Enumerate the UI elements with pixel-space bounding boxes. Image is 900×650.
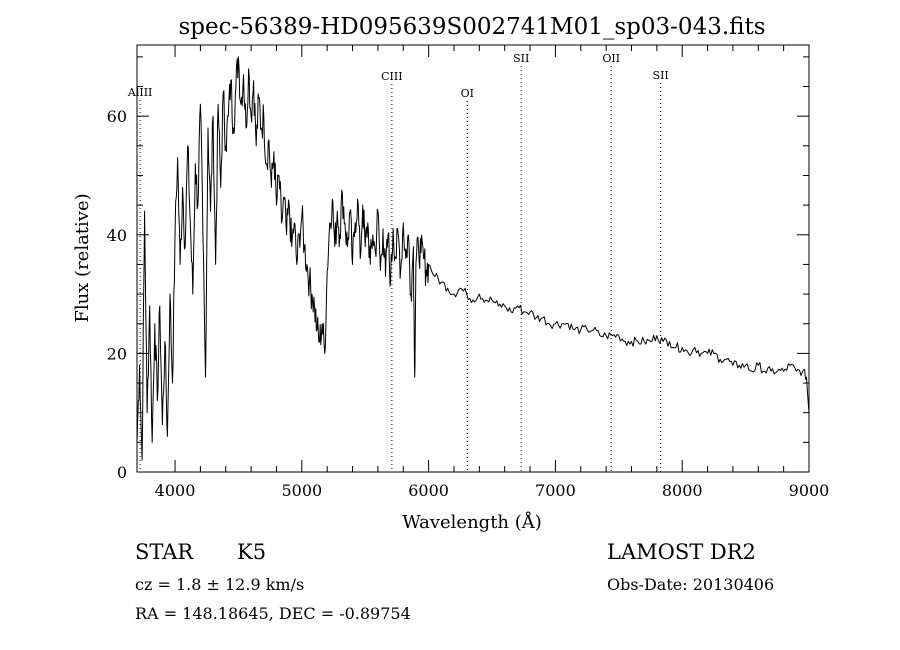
spectral-line-label: OII [602,52,620,65]
y-tick-label: 0 [117,463,127,482]
plot-area: AlIII CIII OI SII OII SII 4000 5000 6000 7000 800… [107,44,830,500]
obs-date-text: Obs-Date: 20130406 [607,575,774,594]
chart-title: spec-56389-HD095639S002741M01_sp03-043.f… [178,14,765,40]
spectral-line-label: SII [513,52,529,65]
x-tick-label: 8000 [662,481,703,500]
x-tick-label: 6000 [408,481,449,500]
line-markers: AlIII CIII OI SII OII SII [127,52,669,472]
class-label: STAR [135,540,194,564]
x-axis-label: Wavelength (Å) [402,511,542,533]
survey-label: LAMOST DR2 [607,540,756,564]
spectral-line-label: OI [461,87,474,100]
coordinates-text: RA = 148.18645, DEC = -0.89754 [135,604,411,623]
redshift-text: cz = 1.8 ± 12.9 km/s [135,575,304,594]
plot-frame [136,44,810,473]
x-tick-label: 9000 [789,481,830,500]
x-axis-ticks: 4000 5000 6000 7000 8000 9000 [155,45,830,500]
x-tick-label: 7000 [535,481,576,500]
spectrum-line [136,56,810,461]
y-axis-label: Flux (relative) [72,193,93,322]
subclass-label: K5 [237,540,266,564]
y-tick-label: 20 [107,344,127,363]
spectral-line-label: CIII [381,70,402,83]
spectral-line-label: AlIII [127,86,153,99]
y-tick-label: 60 [107,107,127,126]
x-tick-label: 5000 [281,481,322,500]
y-axis-ticks: 0 20 40 60 [107,56,809,482]
spectral-line-label: SII [653,69,669,82]
y-tick-label: 40 [107,226,127,245]
x-tick-label: 4000 [155,481,196,500]
